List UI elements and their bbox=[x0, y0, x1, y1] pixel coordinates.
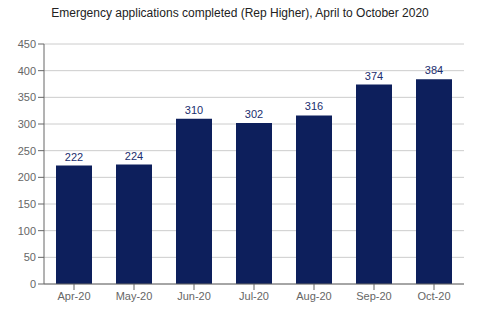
svg-text:Aug-20: Aug-20 bbox=[296, 290, 331, 302]
svg-text:222: 222 bbox=[65, 151, 83, 163]
svg-text:300: 300 bbox=[18, 118, 36, 130]
svg-text:Jun-20: Jun-20 bbox=[177, 290, 211, 302]
svg-text:May-20: May-20 bbox=[116, 290, 153, 302]
svg-text:150: 150 bbox=[18, 198, 36, 210]
svg-text:Apr-20: Apr-20 bbox=[57, 290, 90, 302]
svg-text:384: 384 bbox=[425, 64, 443, 76]
svg-text:200: 200 bbox=[18, 171, 36, 183]
svg-text:Oct-20: Oct-20 bbox=[417, 290, 450, 302]
svg-text:100: 100 bbox=[18, 225, 36, 237]
svg-text:316: 316 bbox=[305, 100, 323, 112]
svg-text:310: 310 bbox=[185, 104, 203, 116]
svg-text:Jul-20: Jul-20 bbox=[239, 290, 269, 302]
svg-text:450: 450 bbox=[18, 38, 36, 50]
svg-text:50: 50 bbox=[24, 251, 36, 263]
svg-text:350: 350 bbox=[18, 91, 36, 103]
svg-text:0: 0 bbox=[30, 278, 36, 290]
svg-text:302: 302 bbox=[245, 108, 263, 120]
svg-text:400: 400 bbox=[18, 65, 36, 77]
html-text:Emergency applications complet: Emergency applications completed (Rep Hi… bbox=[51, 6, 429, 20]
svg-text:250: 250 bbox=[18, 145, 36, 157]
svg-text:Sep-20: Sep-20 bbox=[356, 290, 391, 302]
svg-text:374: 374 bbox=[365, 70, 383, 82]
svg-text:224: 224 bbox=[125, 150, 143, 162]
